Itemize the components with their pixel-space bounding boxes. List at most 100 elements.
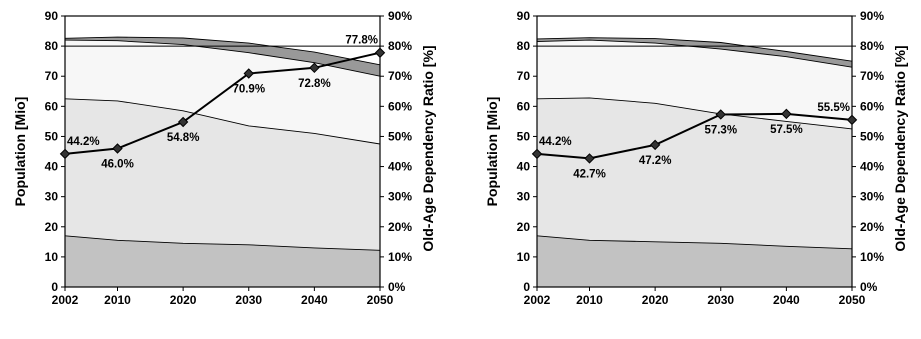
y2-tick-label: 50% xyxy=(860,129,884,143)
x-tick-label: 2010 xyxy=(104,293,131,307)
x-tick-label: 2040 xyxy=(301,293,328,307)
y-tick-label: 50 xyxy=(45,129,59,143)
x-axis: 2002 2010 2020 2030 2040 2050 xyxy=(52,287,394,307)
ratio-data-label: 77.8% xyxy=(345,35,378,47)
ratio-data-label: 57.5% xyxy=(770,124,803,136)
ratio-point xyxy=(374,47,386,58)
y2-axis-title: Old-Age Dependency Ratio [%] xyxy=(420,45,436,251)
y2-tick-label: 30% xyxy=(388,190,412,204)
y2-tick-label: 20% xyxy=(388,220,412,234)
x-tick-label: 2050 xyxy=(367,293,394,307)
ratio-point xyxy=(846,114,858,126)
band-boundary-1 xyxy=(64,235,381,251)
y2-tick-label: 20% xyxy=(860,220,884,234)
y-tick-label: 90 xyxy=(45,9,59,23)
area-bands xyxy=(64,36,381,287)
y2-tick-label: 60% xyxy=(388,99,412,113)
y-tick-label: 0 xyxy=(523,280,530,294)
ratio-point xyxy=(584,153,595,164)
y2-tick-label: 0% xyxy=(860,280,878,294)
y-tick-label: 20 xyxy=(45,220,59,234)
y-tick-label: 30 xyxy=(45,190,59,204)
y-tick-label: 30 xyxy=(517,190,531,204)
area-band-2 xyxy=(537,97,852,249)
y-tick-label: 80 xyxy=(45,39,59,53)
x-tick-label: 2002 xyxy=(524,293,551,307)
area-band-1 xyxy=(537,235,852,287)
y-tick-label: 0 xyxy=(51,280,58,294)
x-tick-label: 2030 xyxy=(707,293,734,307)
y2-tick-label: 0% xyxy=(388,280,406,294)
chart-1: 01020304050607080900%10%20%30%40%50%60%7… xyxy=(12,9,436,307)
area-bands xyxy=(536,37,853,287)
x-tick-label: 2040 xyxy=(773,293,800,307)
band-boundary-2 xyxy=(64,98,381,145)
x-tick-label: 2010 xyxy=(576,293,603,307)
x-axis: 2002 2010 2020 2030 2040 2050 xyxy=(524,287,866,307)
ratio-data-label: 46.0% xyxy=(101,158,134,170)
area-band-4 xyxy=(65,37,380,77)
ratio-line xyxy=(536,112,853,160)
ratio-point xyxy=(177,116,189,128)
y-tick-label: 20 xyxy=(517,220,531,234)
y-tick-label: 10 xyxy=(517,250,531,264)
y-axis-title: Population [Mio] xyxy=(12,97,28,207)
y-tick-label: 60 xyxy=(45,99,59,113)
ratio-series: 44.2%46.0% 54.8% 70.9% 72.8% 77.8% xyxy=(59,35,386,170)
ratio-data-label: 54.8% xyxy=(167,132,200,144)
y-tick-label: 90 xyxy=(517,9,531,23)
x-tick-label: 2002 xyxy=(52,293,79,307)
area-band-3 xyxy=(537,40,852,129)
ratio-series: 44.2% 42.7% 47.2% 57.3% 57.5% 55.5% xyxy=(531,102,858,180)
y-tick-label: 60 xyxy=(517,99,531,113)
y2-tick-label: 10% xyxy=(860,250,884,264)
y2-tick-label: 60% xyxy=(860,99,884,113)
x-tick-label: 2030 xyxy=(235,293,262,307)
ratio-data-label: 72.8% xyxy=(298,78,331,90)
ratio-data-label: 47.2% xyxy=(639,155,672,167)
band-boundary-1 xyxy=(536,235,853,250)
chart-2: 01020304050607080900%10%20%30%40%50%60%7… xyxy=(484,9,908,307)
ratio-data-label: 44.2% xyxy=(67,136,100,148)
y2-tick-label: 80% xyxy=(860,39,884,53)
x-tick-label: 2050 xyxy=(839,293,866,307)
y2-tick-label: 10% xyxy=(388,250,412,264)
ratio-data-label: 57.3% xyxy=(704,124,737,136)
area-band-2 xyxy=(65,98,380,251)
ratio-point xyxy=(59,148,71,160)
ratio-point xyxy=(309,62,320,73)
ratio-point xyxy=(243,68,254,79)
ratio-data-label: 42.7% xyxy=(573,168,606,180)
area-band-1 xyxy=(65,235,380,287)
band-boundary-4 xyxy=(536,37,853,62)
y-tick-label: 70 xyxy=(45,69,59,83)
y-axis-left: 0 10 20 30 40 50 60 70 80 90 xyxy=(45,9,65,294)
y-axis-title: Population [Mio] xyxy=(484,97,500,207)
ratio-data-label: 55.5% xyxy=(817,102,850,114)
y2-tick-label: 50% xyxy=(388,129,412,143)
y-tick-label: 10 xyxy=(45,250,59,264)
y2-axis-title: Old-Age Dependency Ratio [%] xyxy=(892,45,908,251)
band-boundary-2 xyxy=(536,97,853,130)
y2-tick-label: 70% xyxy=(860,69,884,83)
y2-tick-label: 30% xyxy=(860,190,884,204)
x-tick-label: 2020 xyxy=(170,293,197,307)
ratio-line xyxy=(64,51,381,155)
y-axis-right: 0% 10% 20% 30% 40% 50% 60% 70% 80% 90% xyxy=(380,9,412,294)
y2-tick-label: 40% xyxy=(388,160,412,174)
ratio-data-label: 44.2% xyxy=(539,136,572,148)
y2-tick-label: 90% xyxy=(860,9,884,23)
y-tick-label: 70 xyxy=(517,69,531,83)
y-tick-label: 40 xyxy=(517,160,531,174)
ratio-point xyxy=(112,143,123,154)
y2-tick-label: 90% xyxy=(388,9,412,23)
ratio-data-label: 70.9% xyxy=(232,84,265,96)
ratio-point xyxy=(715,109,726,120)
ratio-point xyxy=(531,148,543,160)
ratio-point xyxy=(649,139,661,151)
y-tick-label: 50 xyxy=(517,129,531,143)
y2-tick-label: 40% xyxy=(860,160,884,174)
y-tick-label: 80 xyxy=(517,39,531,53)
band-boundary-4 xyxy=(64,36,381,66)
